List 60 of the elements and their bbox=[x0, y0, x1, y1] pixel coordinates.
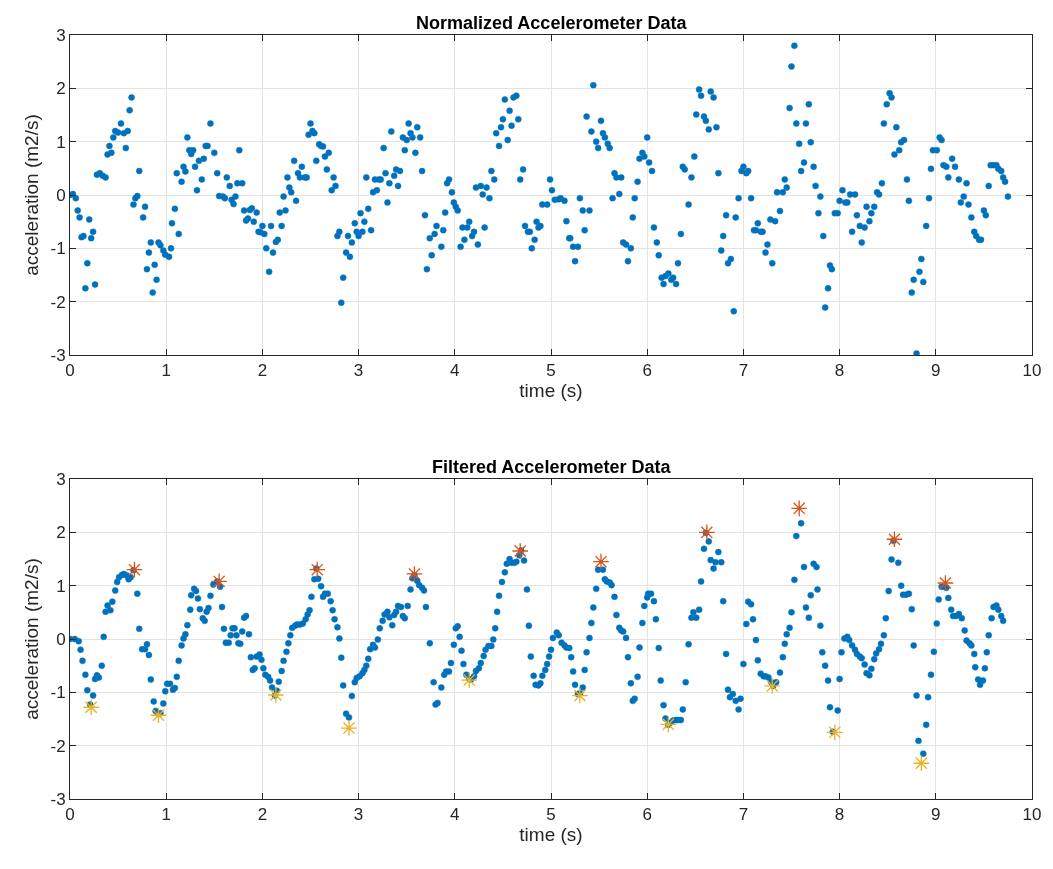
x-tick-label: 2 bbox=[257, 805, 268, 825]
point bbox=[912, 754, 930, 772]
x-tick-label: 8 bbox=[834, 805, 845, 825]
point bbox=[885, 530, 903, 548]
y-tick-label: 3 bbox=[56, 469, 66, 489]
x-tick-label: 9 bbox=[931, 361, 941, 381]
y-tick-label: 0 bbox=[56, 629, 66, 649]
y-tick-label: -1 bbox=[50, 239, 66, 259]
x-tick-label: 3 bbox=[353, 361, 364, 381]
point bbox=[763, 677, 781, 695]
y-axis-title: acceleration (m2/s) bbox=[21, 558, 43, 720]
chart-title: Filtered Accelerometer Data bbox=[432, 457, 672, 477]
y-tick-label: 1 bbox=[56, 132, 66, 152]
x-tick-label: 6 bbox=[642, 805, 652, 825]
y-tick-label: -2 bbox=[50, 292, 66, 312]
x-tick-label: 1 bbox=[161, 361, 171, 381]
x-tick-label: 2 bbox=[257, 361, 268, 381]
x-tick-label: 7 bbox=[738, 805, 749, 825]
chart-title: Normalized Accelerometer Data bbox=[416, 13, 688, 33]
point bbox=[82, 698, 100, 716]
x-axis-title: time (s) bbox=[519, 380, 583, 402]
x-tick-label: 5 bbox=[546, 361, 556, 381]
x-tick-label: 9 bbox=[931, 805, 941, 825]
point bbox=[340, 719, 358, 737]
x-tick-label: 5 bbox=[546, 805, 556, 825]
y-tick-label: 2 bbox=[56, 523, 66, 543]
y-tick-label: -3 bbox=[50, 789, 66, 809]
point bbox=[126, 561, 143, 579]
point bbox=[267, 686, 285, 704]
point bbox=[790, 499, 808, 517]
x-tick-label: 6 bbox=[642, 361, 652, 381]
x-tick-label: 4 bbox=[450, 805, 460, 825]
point bbox=[511, 542, 529, 560]
y-tick-label: 1 bbox=[56, 576, 66, 596]
point bbox=[571, 687, 589, 704]
point bbox=[210, 572, 228, 590]
point bbox=[460, 671, 478, 689]
x-tick-label: 3 bbox=[353, 805, 364, 825]
point bbox=[592, 553, 610, 571]
y-axis-title: acceleration (m2/s) bbox=[21, 114, 43, 276]
y-tick-label: 3 bbox=[56, 25, 66, 45]
y-tick-label: 0 bbox=[56, 185, 66, 205]
x-tick-label: 1 bbox=[161, 805, 171, 825]
y-tick-label: -1 bbox=[50, 683, 66, 703]
x-tick-label: 10 bbox=[1022, 805, 1042, 825]
x-axis-title: time (s) bbox=[519, 824, 583, 846]
point bbox=[826, 723, 844, 741]
y-tick-label: -2 bbox=[50, 736, 66, 756]
x-tick-label: 4 bbox=[450, 361, 460, 381]
point bbox=[659, 715, 677, 733]
x-tick-label: 7 bbox=[738, 361, 749, 381]
point bbox=[308, 561, 326, 579]
point bbox=[150, 706, 167, 724]
y-tick-label: -3 bbox=[50, 345, 66, 365]
x-tick-label: 10 bbox=[1022, 361, 1042, 381]
point bbox=[698, 523, 716, 541]
x-tick-label: 8 bbox=[834, 361, 845, 381]
point bbox=[405, 565, 423, 583]
y-tick-label: 2 bbox=[56, 79, 66, 99]
point bbox=[936, 574, 954, 592]
